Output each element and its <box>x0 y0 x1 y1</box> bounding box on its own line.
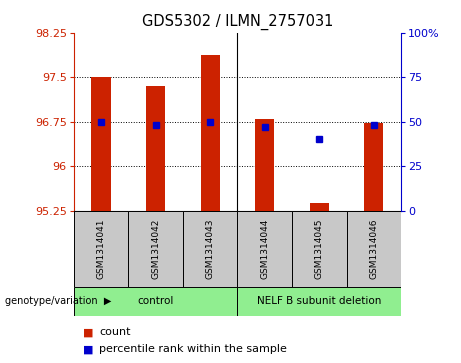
Text: NELF B subunit deletion: NELF B subunit deletion <box>257 296 381 306</box>
Text: ■: ■ <box>83 344 94 354</box>
Text: ■: ■ <box>83 327 94 337</box>
Bar <box>347 211 401 287</box>
Bar <box>201 54 220 211</box>
Text: control: control <box>137 296 174 306</box>
Bar <box>74 211 128 287</box>
Bar <box>146 86 165 211</box>
Bar <box>237 287 401 316</box>
Text: GSM1314041: GSM1314041 <box>96 219 106 279</box>
Text: count: count <box>99 327 130 337</box>
Bar <box>183 211 237 287</box>
Bar <box>74 287 237 316</box>
Text: genotype/variation  ▶: genotype/variation ▶ <box>5 296 111 306</box>
Bar <box>128 211 183 287</box>
Title: GDS5302 / ILMN_2757031: GDS5302 / ILMN_2757031 <box>142 14 333 30</box>
Text: GSM1314043: GSM1314043 <box>206 219 215 279</box>
Bar <box>364 123 384 211</box>
Bar <box>292 211 347 287</box>
Text: GSM1314045: GSM1314045 <box>315 219 324 279</box>
Bar <box>237 211 292 287</box>
Text: percentile rank within the sample: percentile rank within the sample <box>99 344 287 354</box>
Text: GSM1314044: GSM1314044 <box>260 219 269 279</box>
Text: GSM1314042: GSM1314042 <box>151 219 160 279</box>
Bar <box>91 77 111 211</box>
Bar <box>310 203 329 211</box>
Bar <box>255 119 274 211</box>
Text: GSM1314046: GSM1314046 <box>369 219 378 279</box>
